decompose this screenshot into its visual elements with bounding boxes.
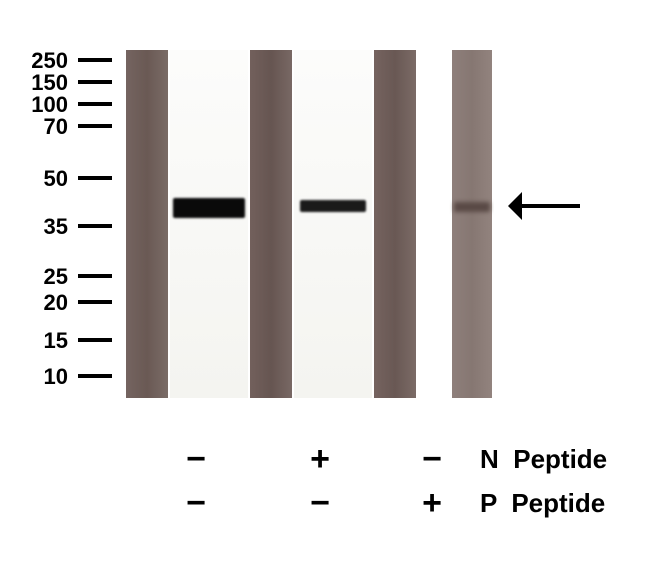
ladder-tick-20 xyxy=(78,300,112,304)
arrow-head xyxy=(508,192,522,220)
western-blot-figure: 25015010070503525201510 −+−N Peptide−−+P… xyxy=(0,0,650,566)
ladder-tick-35 xyxy=(78,224,112,228)
condition-r1-c2: + xyxy=(415,484,449,523)
lane-4-strip xyxy=(294,50,372,398)
ladder-tick-10 xyxy=(78,374,112,378)
ladder-tick-25 xyxy=(78,274,112,278)
ladder-tick-250 xyxy=(78,58,112,62)
lane-7-strip xyxy=(452,50,492,398)
lane-7 xyxy=(452,50,492,398)
lane-3-strip xyxy=(250,50,292,398)
lane-7-band-1 xyxy=(454,202,490,212)
lane-5-strip xyxy=(374,50,416,398)
ladder-label-35: 35 xyxy=(44,214,68,240)
arrow-shaft xyxy=(522,204,580,208)
lane-6-strip xyxy=(418,50,452,398)
lane-2-band-1 xyxy=(173,198,245,218)
blot-area xyxy=(124,50,494,398)
ladder-label-10: 10 xyxy=(44,364,68,390)
lane-2-strip xyxy=(170,50,248,398)
ladder-tick-150 xyxy=(78,80,112,84)
ladder-label-15: 15 xyxy=(44,328,68,354)
lane-6 xyxy=(418,50,452,398)
ladder-tick-15 xyxy=(78,338,112,342)
condition-r1-c1: − xyxy=(303,484,337,523)
row-label-0: N Peptide xyxy=(480,444,607,475)
condition-r1-c0: − xyxy=(179,484,213,523)
lane-5 xyxy=(374,50,416,398)
condition-r0-c0: − xyxy=(179,440,213,479)
ladder-label-25: 25 xyxy=(44,264,68,290)
ladder-label-20: 20 xyxy=(44,290,68,316)
lane-1-strip xyxy=(126,50,168,398)
lane-4 xyxy=(294,50,372,398)
ladder-tick-50 xyxy=(78,176,112,180)
condition-r0-c2: − xyxy=(415,440,449,479)
ladder-tick-70 xyxy=(78,124,112,128)
lane-1 xyxy=(126,50,168,398)
lane-4-band-1 xyxy=(300,200,366,212)
band-indicator-arrow xyxy=(508,192,580,220)
ladder-label-50: 50 xyxy=(44,166,68,192)
row-label-1: P Peptide xyxy=(480,488,605,519)
lane-3 xyxy=(250,50,292,398)
condition-r0-c1: + xyxy=(303,440,337,479)
ladder-tick-100 xyxy=(78,102,112,106)
lane-2 xyxy=(170,50,248,398)
ladder-label-70: 70 xyxy=(44,114,68,140)
